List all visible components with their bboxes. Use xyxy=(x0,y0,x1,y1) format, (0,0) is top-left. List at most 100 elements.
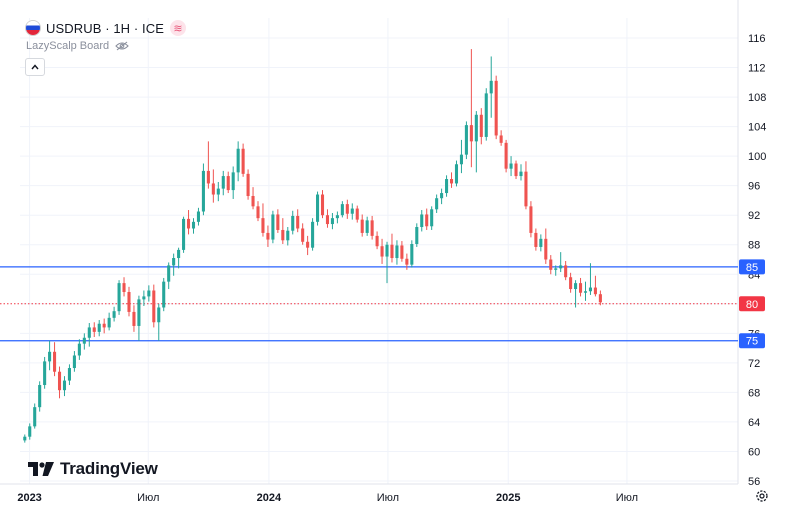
data-status-icon[interactable]: ≋ xyxy=(170,20,186,36)
candle-down xyxy=(405,258,409,265)
candle-down xyxy=(132,311,136,326)
candle-up xyxy=(162,281,166,308)
candle-up xyxy=(286,230,290,241)
price-axis[interactable]: 5660646872768084889296100104108112116 xyxy=(748,33,766,488)
price-tag-75 xyxy=(739,333,765,349)
y-tick-label: 96 xyxy=(748,181,760,193)
candle-up xyxy=(489,80,493,94)
y-tick-label: 108 xyxy=(748,92,766,104)
candle-up xyxy=(365,220,369,233)
candle-up xyxy=(311,221,315,248)
y-tick-label: 92 xyxy=(748,210,760,222)
y-tick-label: 100 xyxy=(748,151,766,163)
candle-down xyxy=(494,80,498,136)
candle-down xyxy=(152,290,156,323)
candle-up xyxy=(97,323,101,332)
candle-down xyxy=(186,218,191,229)
candle-down xyxy=(206,170,210,184)
candle-up xyxy=(474,114,478,142)
candle-up xyxy=(539,238,543,247)
candle-up xyxy=(38,385,42,408)
y-tick-label: 64 xyxy=(748,417,760,429)
chart-grid xyxy=(0,0,739,485)
candle-up xyxy=(221,176,225,189)
candle-up xyxy=(509,163,513,169)
candle-up xyxy=(454,164,459,184)
candle-up xyxy=(316,194,320,222)
gear-icon[interactable] xyxy=(755,489,769,503)
candle-down xyxy=(370,220,374,236)
candle-down xyxy=(261,218,265,233)
candle-down xyxy=(380,246,384,257)
candle-down xyxy=(345,204,349,214)
x-tick-label: Июл xyxy=(616,492,638,504)
y-tick-label: 112 xyxy=(748,63,766,75)
candle-up xyxy=(415,227,419,244)
collapse-legend-button[interactable] xyxy=(25,58,45,76)
candle-up xyxy=(196,211,200,222)
candle-up xyxy=(440,193,444,199)
candle-up xyxy=(112,311,116,318)
candle-up xyxy=(554,268,558,270)
candle-up xyxy=(172,258,176,266)
candle-down xyxy=(127,291,131,312)
symbol-title[interactable]: USDRUB · 1H · ICE xyxy=(46,20,164,36)
candle-up xyxy=(395,245,399,259)
price-tag-label: 80 xyxy=(746,299,758,311)
candle-down xyxy=(504,142,508,169)
candle-down xyxy=(102,323,106,328)
candle-down xyxy=(534,232,538,247)
candle-up xyxy=(484,93,488,137)
tradingview-logo-text: TradingView xyxy=(60,459,158,478)
candle-down xyxy=(320,194,325,216)
candle-up xyxy=(33,407,37,427)
candle-up xyxy=(385,244,389,257)
candle-up xyxy=(77,343,81,356)
candle-down xyxy=(499,135,503,143)
candle-up xyxy=(67,368,71,381)
candle-down xyxy=(598,294,602,303)
candle-up xyxy=(340,204,344,216)
candle-up xyxy=(28,426,32,437)
horizontal-levels xyxy=(0,266,738,342)
hidden-eye-icon[interactable] xyxy=(115,41,129,51)
usd-rub-flag-icon xyxy=(26,21,40,35)
candle-up xyxy=(445,179,449,194)
candle-down xyxy=(360,219,364,233)
x-tick-label: Июл xyxy=(137,492,159,504)
candle-up xyxy=(271,214,275,240)
candle-up xyxy=(157,307,161,323)
symbol-header[interactable]: USDRUB · 1H · ICE ≋ xyxy=(26,20,186,36)
candle-down xyxy=(296,215,300,229)
price-tags: 85 75 80 xyxy=(739,259,765,349)
candle-down xyxy=(564,265,568,278)
indicator-legend[interactable]: LazyScalp Board xyxy=(26,40,129,52)
candle-up xyxy=(201,170,205,212)
time-axis[interactable]: 2023 Июл 2024 Июл 2025 Июл xyxy=(17,492,638,504)
candle-up xyxy=(519,171,523,177)
candle-down xyxy=(241,148,245,174)
candle-down xyxy=(246,173,250,197)
price-tag-80 xyxy=(739,296,765,312)
candle-down xyxy=(544,238,548,260)
candle-down xyxy=(325,215,330,225)
candle-down xyxy=(479,114,483,137)
candle-up xyxy=(335,215,339,219)
candle-up xyxy=(48,351,52,362)
x-tick-label: 2024 xyxy=(257,492,282,504)
y-tick-label: 68 xyxy=(748,387,760,399)
candle-up xyxy=(583,291,588,293)
candle-up xyxy=(147,290,151,297)
candle-down xyxy=(569,277,573,290)
candle-down xyxy=(578,283,583,293)
candle-up xyxy=(430,209,434,227)
candle-up xyxy=(182,218,186,250)
candle-down xyxy=(276,214,280,230)
candle-up xyxy=(435,198,439,210)
candle-up xyxy=(177,249,181,259)
indicator-name[interactable]: LazyScalp Board xyxy=(26,40,110,52)
candle-up xyxy=(350,208,354,214)
candle-down xyxy=(251,196,255,207)
x-tick-label: 2025 xyxy=(496,492,520,504)
